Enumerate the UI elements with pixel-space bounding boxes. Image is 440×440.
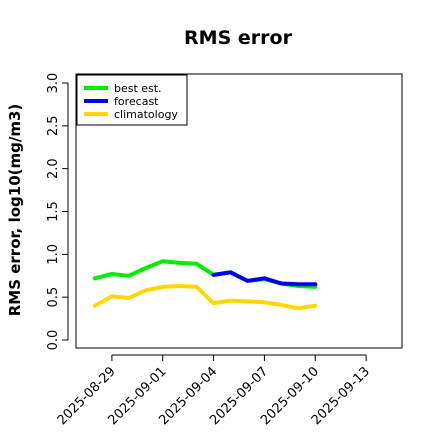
- legend-label-1: forecast: [114, 95, 159, 108]
- legend-label-2: climatology: [114, 108, 178, 121]
- y-tick-label: 3.0: [46, 73, 61, 94]
- y-axis-label: RMS error, log10(mg/m3): [6, 104, 24, 317]
- series-layer: [92, 259, 318, 311]
- plot-frame: [75, 73, 403, 349]
- x-axis: 2025-08-292025-09-012025-09-042025-09-07…: [55, 354, 373, 428]
- legend-label-0: best est.: [114, 82, 162, 95]
- series-line-2: [92, 284, 318, 311]
- y-tick-label: 2.5: [46, 115, 61, 136]
- y-tick-label: 0.5: [46, 287, 61, 308]
- y-tick-label: 1.5: [46, 201, 61, 222]
- chart-title: RMS error: [184, 27, 293, 49]
- y-tick-label: 2.0: [46, 158, 61, 179]
- y-tick-label: 1.0: [46, 244, 61, 265]
- y-axis: 0.0 0.5 1.0 1.5 2.0 2.5 3.0: [46, 73, 69, 351]
- legend-box: [76, 74, 188, 126]
- series-line-1: [211, 270, 318, 287]
- y-tick-label: 0.0: [46, 330, 61, 351]
